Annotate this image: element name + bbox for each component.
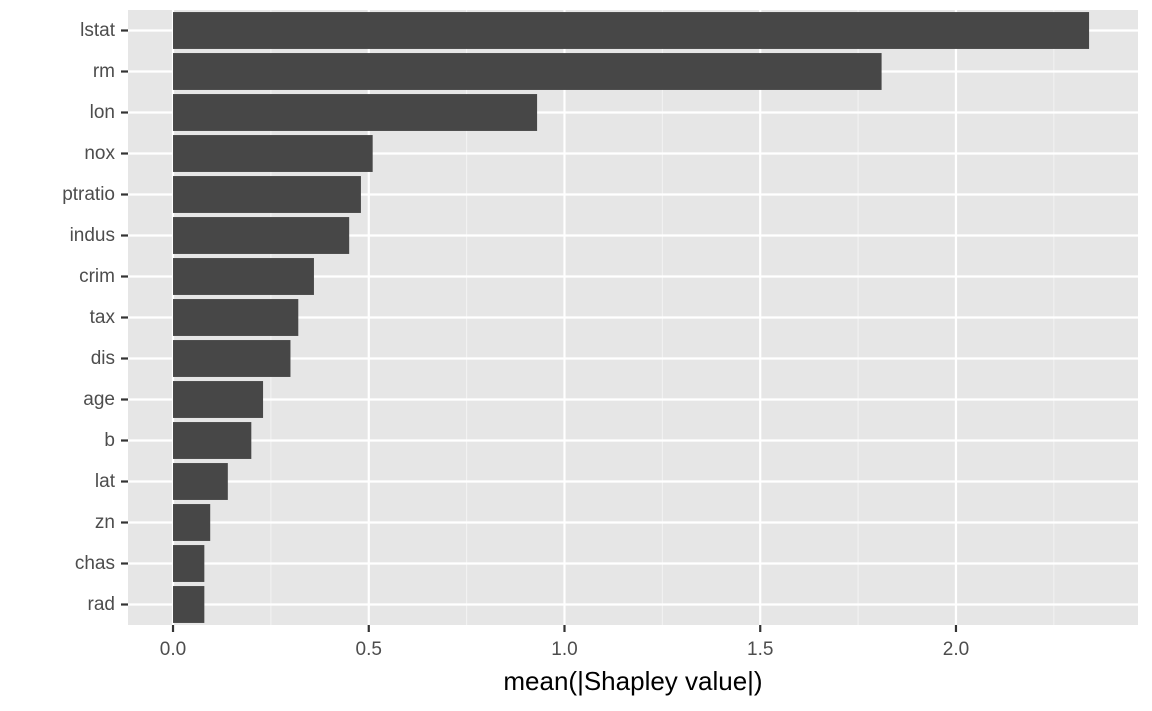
bar-zn — [173, 504, 211, 541]
bar-lat — [173, 463, 228, 500]
y-tick-label: chas — [75, 553, 115, 574]
y-tick-label: tax — [90, 307, 116, 328]
bar-tax — [173, 299, 299, 336]
bar-rm — [173, 53, 882, 90]
bar-b — [173, 422, 252, 459]
x-axis-title: mean(|Shapley value|) — [503, 666, 762, 696]
y-tick-label: indus — [70, 225, 115, 246]
y-tick-label: age — [83, 389, 115, 410]
bar-crim — [173, 258, 314, 295]
bar-age — [173, 381, 264, 418]
y-tick-label: dis — [91, 348, 115, 369]
y-tick-label: zn — [95, 512, 115, 533]
bar-nox — [173, 135, 373, 172]
bar-ptratio — [173, 176, 361, 213]
y-tick-label: b — [104, 430, 115, 451]
x-tick-label: 0.5 — [356, 639, 382, 660]
y-tick-label: lstat — [80, 20, 116, 41]
y-tick-label: rm — [93, 61, 115, 82]
x-tick-label: 2.0 — [943, 639, 969, 660]
x-axis: 0.0 0.5 1.0 1.5 2.0 — [160, 625, 969, 660]
y-tick-label: lon — [90, 102, 115, 123]
y-tick-label: nox — [84, 143, 115, 164]
bar-indus — [173, 217, 350, 254]
bar-dis — [173, 340, 291, 377]
y-tick-label: rad — [88, 594, 115, 615]
bar-lstat — [173, 12, 1090, 49]
x-tick-label: 0.0 — [160, 639, 186, 660]
bar-lon — [173, 94, 538, 131]
bar-chas — [173, 545, 205, 582]
y-axis: lstat rm lon nox ptratio indus crim tax dis age bl… — [62, 20, 128, 615]
x-tick-label: 1.5 — [747, 639, 773, 660]
y-tick-label: ptratio — [62, 184, 115, 205]
y-tick-label: lat — [95, 471, 116, 492]
bar-rad — [173, 586, 205, 623]
bars — [173, 12, 1090, 623]
y-tick-label: crim — [79, 266, 115, 287]
x-tick-label: 1.0 — [551, 639, 577, 660]
